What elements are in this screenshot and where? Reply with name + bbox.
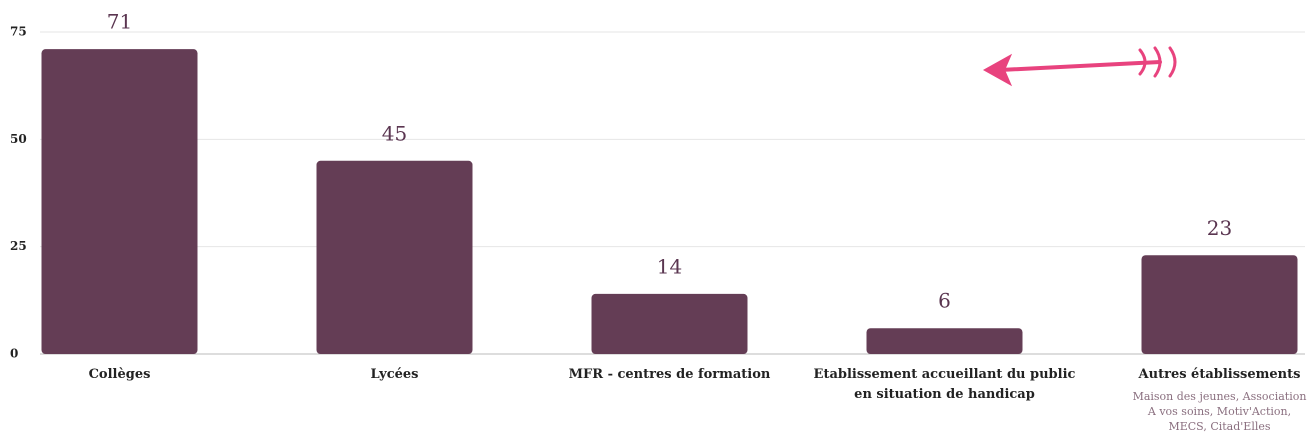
x-tick-label: Autres établissements <box>1138 367 1301 382</box>
y-tick-label: 0 <box>10 347 18 361</box>
decorative-arrow <box>982 46 1177 87</box>
value-label: 71 <box>107 10 132 34</box>
y-tick-label: 75 <box>10 25 27 39</box>
value-label: 45 <box>382 121 407 145</box>
bar <box>1141 255 1298 354</box>
value-label: 14 <box>657 254 682 278</box>
bar <box>41 49 198 354</box>
value-label: 6 <box>938 289 951 313</box>
bar <box>866 328 1023 354</box>
value-label: 23 <box>1207 216 1232 240</box>
bar <box>591 293 748 354</box>
y-tick-label: 25 <box>10 239 27 253</box>
bar <box>316 160 473 354</box>
x-tick-label: Lycées <box>370 367 419 382</box>
y-tick-label: 50 <box>10 132 27 146</box>
x-tick-label: Collèges <box>88 367 151 382</box>
annotation: Maison des jeunes, Association A vos soi… <box>1132 390 1307 433</box>
x-tick-label: Etablissement accueillant du public en s… <box>813 367 1076 402</box>
x-tick-label: MFR - centres de formation <box>568 367 771 382</box>
